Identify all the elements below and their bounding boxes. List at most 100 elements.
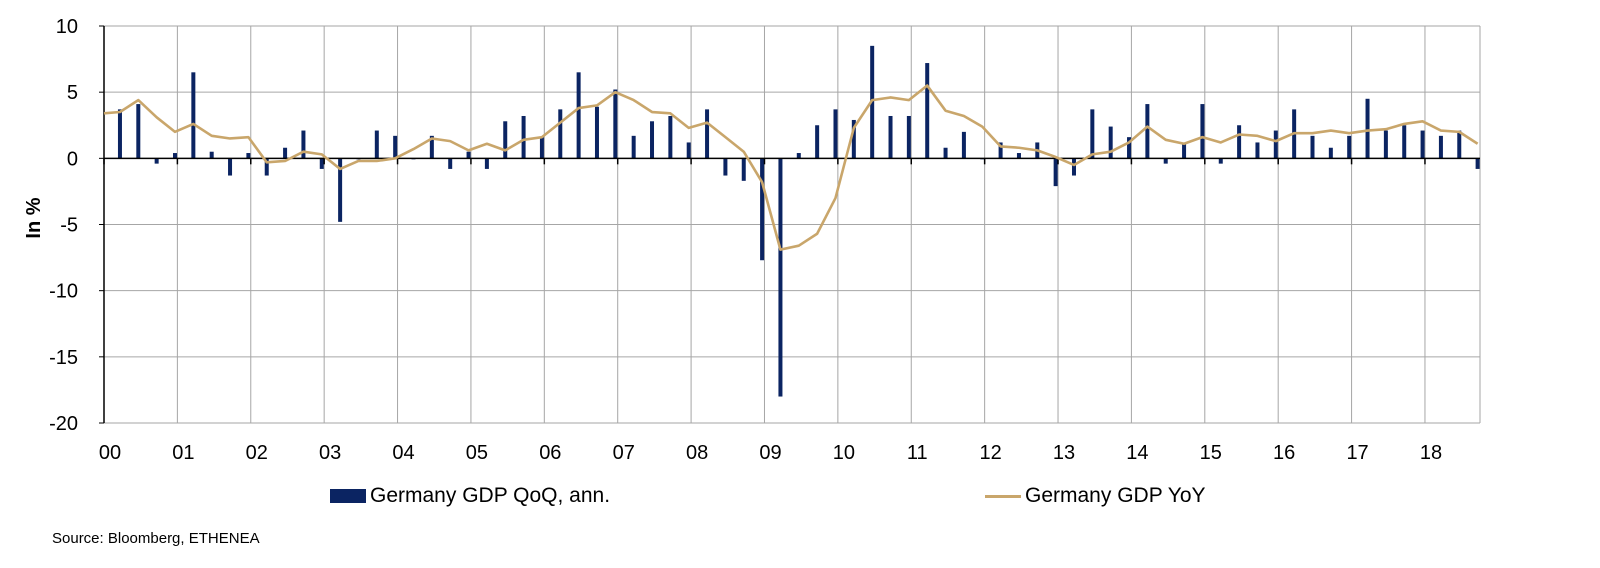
y-axis-label: In % [23,197,45,238]
source-note: Source: Bloomberg, ETHENEA [52,530,260,547]
x-tick-label: 18 [1420,442,1442,464]
qoq-bar [961,131,966,159]
qoq-bar [466,151,471,159]
legend-item-yoy: Germany GDP YoY [985,484,1206,508]
qoq-bar [1237,125,1242,159]
qoq-bar [723,158,728,176]
y-tick-label: -20 [49,413,78,435]
qoq-bar [925,63,930,159]
qoq-bar [1255,142,1260,159]
x-tick-label: 16 [1273,442,1295,464]
legend-line-swatch [985,494,1021,498]
qoq-bar [173,153,178,159]
qoq-bar [246,153,251,159]
qoq-bar [576,72,581,159]
qoq-bar [429,135,434,159]
x-tick-label: 10 [833,442,855,464]
y-tick-label: 0 [67,148,78,170]
y-tick-label: 10 [56,16,78,38]
qoq-bar [1218,158,1223,164]
y-tick-label: 5 [67,82,78,104]
qoq-bar [943,147,948,159]
y-tick-label: -10 [49,281,78,303]
y-tick-label: -5 [60,215,78,237]
x-tick-label: 01 [172,442,194,464]
x-tick-label: 03 [319,442,341,464]
x-tick-label: 05 [466,442,488,464]
x-tick-label: 17 [1346,442,1368,464]
tick-labels: 10 5 0 -5 -10 -15 -20 00 01 02 03 04 05 06 07 08 09 10 11 1… [49,16,1442,464]
yoy-line [103,84,1479,251]
qoq-bar [1365,98,1370,159]
qoq-bar [631,135,636,159]
qoq-bar [338,158,343,222]
qoq-bar [503,121,508,159]
qoq-bar [1328,147,1333,159]
qoq-bar [833,109,838,159]
x-tick-label: 04 [392,442,414,464]
yoy-line-group [103,84,1479,251]
qoq-bar [1402,125,1407,159]
qoq-bar [1053,158,1058,187]
x-tick-label: 15 [1200,442,1222,464]
legend-item-qoq: Germany GDP QoQ, ann. [330,484,610,508]
qoq-bar [815,125,820,159]
qoq-bar [888,115,893,159]
qoq-bar [851,119,856,159]
qoq-bar [374,130,379,159]
legend-label-yoy: Germany GDP YoY [1025,484,1206,507]
qoq-bar [1016,153,1021,159]
x-tick-label: 06 [539,442,561,464]
qoq-bar [668,115,673,159]
x-tick-label: 13 [1053,442,1075,464]
qoq-bar [301,130,306,159]
qoq-bar [1071,158,1076,176]
qoq-bar [1127,137,1132,159]
qoq-bar [539,137,544,159]
qoq-bar [1383,130,1388,159]
qoq-bar [705,109,710,159]
qoq-bar [686,142,691,159]
qoq-bar [484,158,489,169]
qoq-bar [1090,109,1095,159]
qoq-bar [154,158,159,164]
gridlines [104,25,1481,424]
x-tick-label: 12 [980,442,1002,464]
qoq-bar [741,158,746,181]
qoq-bar [521,115,526,159]
qoq-bar [264,158,269,176]
qoq-bar [1310,135,1315,159]
legend-bar-swatch [330,489,366,503]
qoq-bar [613,89,618,159]
qoq-bar [1347,135,1352,159]
qoq-bar [650,121,655,159]
x-tick-label: 14 [1126,442,1148,464]
qoq-bar [228,158,233,176]
qoq-bar [209,151,214,159]
qoq-bar [448,158,453,169]
qoq-bar [1182,143,1187,159]
legend-label-qoq: Germany GDP QoQ, ann. [370,484,611,507]
qoq-bars [117,45,1480,397]
qoq-bar [393,135,398,159]
qoq-bar [1145,104,1150,159]
x-tick-label: 00 [99,442,121,464]
qoq-bar [1457,130,1462,159]
qoq-bar [778,158,783,397]
x-tick-label: 11 [907,442,928,464]
qoq-bar [906,115,911,159]
qoq-bar [558,109,563,159]
axes [99,25,1480,424]
qoq-bar [1438,135,1443,159]
qoq-bar [1163,158,1168,164]
qoq-bar [1108,126,1113,159]
x-tick-label: 08 [686,442,708,464]
x-tick-label: 02 [246,442,268,464]
qoq-bar [1273,130,1278,159]
y-tick-label: -15 [49,347,78,369]
qoq-bar [283,147,288,159]
qoq-bar [1420,130,1425,159]
qoq-bar [191,72,196,159]
qoq-bar [117,109,122,159]
